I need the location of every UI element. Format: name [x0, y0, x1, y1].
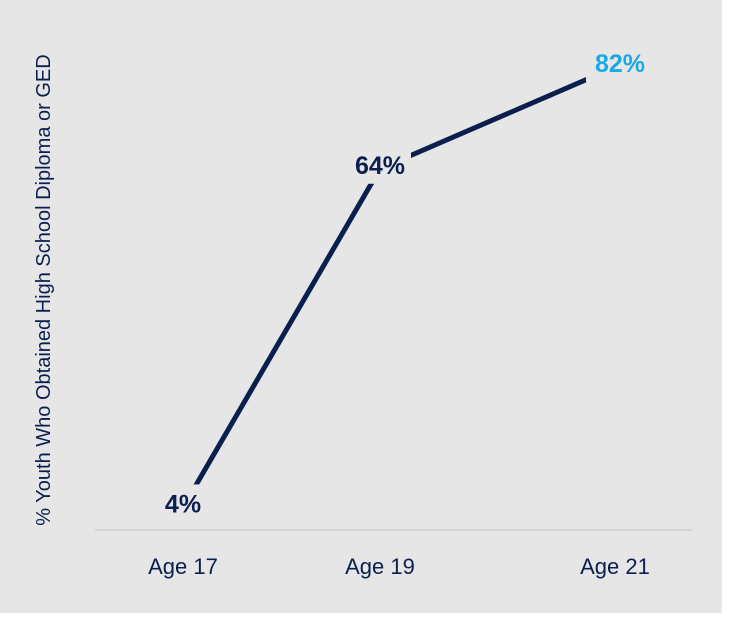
x-tick-label: Age 21 — [580, 554, 650, 579]
data-label-group: 82% — [586, 44, 648, 83]
data-label-group: 4% — [152, 484, 214, 523]
data-label-layer: 4% 64% 82% — [152, 44, 648, 523]
data-label-knockout — [586, 44, 648, 83]
data-label-group: 64% — [349, 145, 411, 184]
x-tick-layer: Age 17 Age 19 Age 21 — [148, 554, 650, 579]
data-label: 82% — [595, 50, 645, 78]
series-layer — [180, 64, 616, 509]
data-label-knockout — [152, 484, 214, 523]
data-label: 4% — [165, 490, 201, 518]
x-tick-label: Age 19 — [345, 554, 415, 579]
series-line — [180, 64, 616, 509]
data-label-knockout — [349, 145, 411, 184]
data-label: 64% — [355, 152, 405, 180]
y-axis-label: % Youth Who Obtained High School Diploma… — [33, 54, 55, 525]
x-tick-label: Age 17 — [148, 554, 218, 579]
chart-frame: % Youth Who Obtained High School Diploma… — [0, 0, 722, 613]
line-chart: % Youth Who Obtained High School Diploma… — [33, 44, 692, 579]
